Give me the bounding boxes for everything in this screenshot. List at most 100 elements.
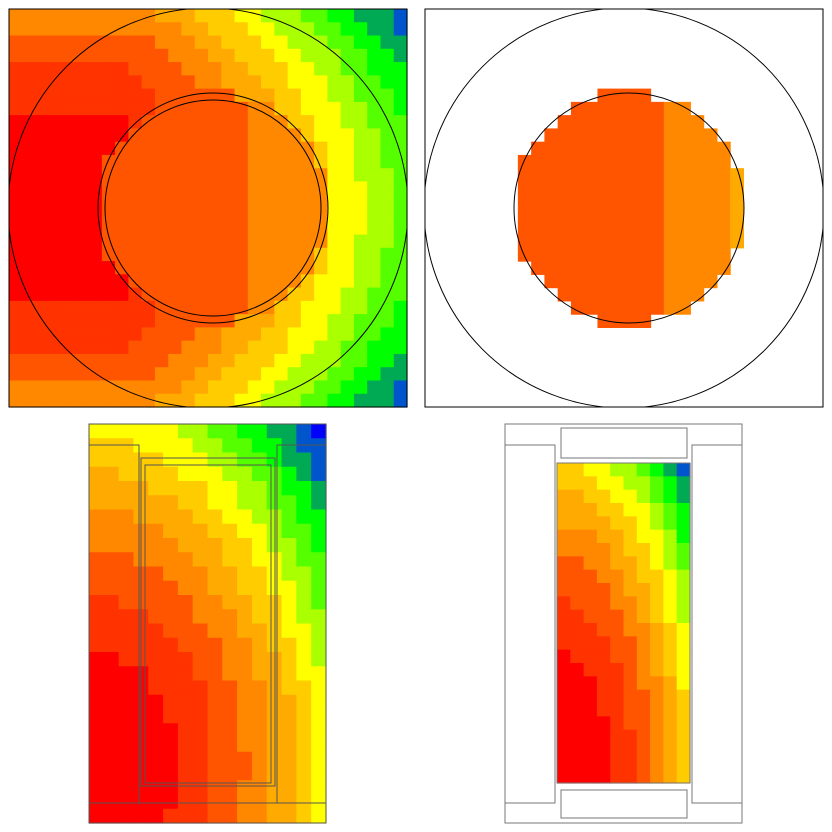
cell: [703, 274, 718, 289]
cell: [583, 716, 598, 731]
cell: [181, 247, 196, 262]
cell: [89, 552, 105, 568]
cell: [353, 353, 368, 368]
cell: [274, 194, 289, 209]
cell: [676, 623, 691, 637]
cell: [544, 261, 559, 275]
cell: [300, 300, 315, 315]
cell: [531, 247, 545, 262]
cell: [367, 115, 382, 129]
cell: [75, 287, 90, 302]
cell: [192, 509, 209, 525]
cell: [181, 353, 196, 368]
cell: [327, 22, 342, 37]
cell: [287, 128, 302, 143]
cell: [48, 221, 63, 236]
cell: [624, 274, 638, 289]
cell: [208, 141, 222, 156]
cell: [287, 247, 302, 262]
cell: [89, 694, 105, 710]
cell: [88, 247, 103, 262]
cell: [393, 181, 408, 196]
cell: [636, 689, 651, 704]
cell: [676, 583, 691, 597]
cell: [128, 314, 143, 328]
cell: [314, 115, 328, 129]
cell: [128, 101, 143, 116]
cell: [261, 35, 275, 50]
cell: [380, 261, 395, 275]
cell: [296, 509, 312, 525]
cell: [637, 287, 652, 302]
cell: [89, 595, 105, 610]
cell: [75, 101, 90, 116]
cell: [221, 261, 236, 275]
cell: [75, 261, 90, 275]
cell: [177, 808, 194, 824]
cell: [570, 489, 585, 504]
cell: [148, 780, 164, 796]
cell: [168, 194, 183, 209]
cell: [716, 221, 731, 236]
cell: [181, 62, 196, 76]
cell: [221, 367, 236, 382]
cell: [584, 208, 599, 222]
cell: [650, 181, 665, 196]
cell: [353, 168, 368, 183]
cell: [62, 115, 76, 129]
cell: [557, 221, 572, 236]
cell: [208, 115, 222, 129]
cell: [261, 168, 275, 183]
cell: [677, 234, 691, 249]
cell: [557, 609, 571, 624]
cell: [9, 9, 23, 23]
cell: [48, 261, 63, 275]
cell: [177, 495, 194, 511]
cell: [9, 194, 23, 209]
cell: [557, 543, 571, 557]
cell: [570, 247, 585, 262]
cell: [177, 709, 194, 724]
cell: [115, 314, 129, 328]
cell: [207, 652, 223, 667]
cell: [663, 115, 678, 129]
cell: [207, 552, 223, 568]
cell: [367, 194, 382, 209]
cell: [88, 62, 103, 76]
cell: [650, 716, 664, 731]
cell: [623, 476, 638, 491]
cell: [208, 181, 222, 196]
cell: [101, 247, 116, 262]
cell: [596, 609, 611, 624]
cell: [300, 274, 315, 289]
cell: [583, 689, 598, 704]
cell: [663, 689, 678, 704]
cell: [154, 221, 169, 236]
cell: [168, 168, 183, 183]
cell: [690, 287, 705, 302]
cell: [274, 221, 289, 236]
cell: [48, 22, 63, 37]
cell: [181, 300, 196, 315]
cell: [208, 168, 222, 183]
cell: [115, 340, 129, 355]
cell: [128, 234, 143, 249]
cell: [75, 367, 90, 382]
cell: [103, 438, 120, 454]
cell: [596, 663, 611, 677]
cell: [154, 75, 169, 90]
cell: [544, 154, 559, 169]
cell: [650, 101, 665, 116]
cell: [89, 652, 105, 667]
cell: [314, 247, 328, 262]
cell: [597, 221, 612, 236]
cell: [115, 154, 129, 169]
cell: [287, 194, 302, 209]
cell: [677, 128, 691, 143]
cell: [118, 538, 135, 553]
cell: [380, 9, 395, 23]
cell: [300, 22, 315, 37]
cell: [48, 287, 63, 302]
cell: [192, 609, 209, 625]
cell: [570, 556, 585, 571]
